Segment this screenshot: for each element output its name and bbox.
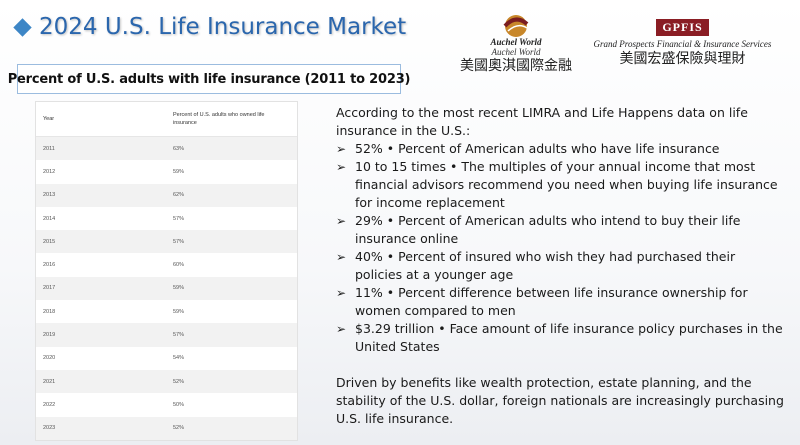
year-cell: 2015	[43, 238, 56, 245]
percent-cell: 57%	[173, 215, 185, 222]
fact-text: $3.29 trillion • Face amount of life ins…	[355, 321, 783, 354]
arrow-bullet-icon: ➢	[336, 286, 347, 300]
year-cell: 2019	[43, 332, 56, 339]
fact-item: ➢ 40% • Percent of insured who wish they …	[336, 248, 786, 284]
table-header: Year Percent of U.S. adults who owned li…	[36, 102, 297, 137]
facts-content: According to the most recent LIMRA and L…	[336, 104, 786, 441]
closing-paragraph: Driven by benefits like wealth protectio…	[336, 375, 784, 426]
fact-item: ➢ 11% • Percent difference between life i…	[336, 284, 786, 320]
facts-list: ➢ 52% • Percent of American adults who ha…	[336, 140, 786, 356]
gpfis-logo: GPFIS Grand Prospects Financial & Insura…	[590, 18, 775, 76]
table-row: 2011 63%	[36, 137, 297, 161]
fact-text: 52% • Percent of American adults who hav…	[355, 141, 720, 156]
percent-cell: 62%	[173, 192, 185, 199]
fact-text: 29% • Percent of American adults who int…	[355, 213, 741, 246]
table-row: 2020 54%	[36, 347, 297, 370]
header-year: Year	[43, 116, 55, 122]
table-body: 2011 63% 2012 59% 2013 62% 2014 57% 2015 57% 2016 6…	[36, 137, 297, 440]
header-percent: Percent of U.S. adults who owned life in…	[173, 112, 265, 126]
fact-text: 10 to 15 times • The multiples of your a…	[355, 159, 778, 210]
percent-cell: 59%	[173, 308, 185, 315]
percent-cell: 59%	[173, 285, 185, 292]
year-cell: 2012	[43, 168, 56, 175]
fact-item: ➢ 10 to 15 times • The multiples of your …	[336, 158, 786, 212]
table-caption-box: Percent of U.S. adults with life insuran…	[8, 64, 410, 94]
year-cell: 2021	[43, 378, 56, 385]
fact-item: ➢ 52% • Percent of American adults who ha…	[336, 140, 786, 158]
percent-cell: 54%	[173, 355, 185, 362]
table-row: 2015 57%	[36, 230, 297, 254]
year-cell: 2023	[43, 425, 56, 432]
fact-text: 40% • Percent of insured who wish they h…	[355, 249, 736, 282]
table-row: 2019 57%	[36, 323, 297, 347]
table-row: 2014 57%	[36, 207, 297, 230]
life-insurance-table: Year Percent of U.S. adults who owned li…	[35, 101, 298, 441]
percent-cell: 57%	[173, 238, 185, 245]
percent-cell: 50%	[173, 401, 185, 408]
year-cell: 2011	[43, 145, 55, 152]
auchel-world-logo: Auchel World Auchel World 美國奧淇國際金融	[452, 12, 580, 76]
table-row: 2023 52%	[36, 416, 297, 440]
percent-cell: 57%	[173, 332, 185, 339]
table-row: 2017 59%	[36, 276, 297, 301]
auchel-chinese-name: 美國奧淇國際金融	[460, 58, 572, 74]
gpfis-abbr: GPFIS	[656, 19, 709, 36]
slide-title: 2024 U.S. Life Insurance Market	[10, 14, 406, 40]
percent-cell: 63%	[173, 145, 185, 152]
gpfis-chinese-name: 美國宏盛保險與理財	[619, 51, 746, 67]
table-row: 2018 59%	[36, 300, 297, 323]
table-caption: Percent of U.S. adults with life insuran…	[7, 71, 411, 87]
diamond-bullet-icon	[13, 17, 32, 37]
year-cell: 2013	[43, 192, 56, 199]
table-row: 2021 52%	[36, 369, 297, 394]
year-cell: 2016	[43, 262, 56, 269]
year-cell: 2022	[43, 401, 56, 408]
arrow-bullet-icon: ➢	[336, 250, 347, 264]
arrow-bullet-icon: ➢	[336, 322, 347, 336]
year-cell: 2018	[43, 308, 56, 315]
arrow-bullet-icon: ➢	[336, 142, 347, 156]
year-cell: 2017	[43, 285, 56, 292]
percent-cell: 52%	[173, 378, 185, 385]
percent-cell: 59%	[173, 168, 185, 175]
gpfis-english-name: Grand Prospects Financial & Insurance Se…	[593, 39, 772, 49]
arrow-bullet-icon: ➢	[336, 214, 347, 228]
arrow-bullet-icon: ➢	[336, 160, 347, 174]
auchel-globe-icon	[503, 15, 529, 37]
fact-text: 11% • Percent difference between life in…	[355, 285, 748, 318]
table-row: 2012 59%	[36, 160, 297, 183]
table-row: 2022 50%	[36, 393, 297, 416]
auchel-name-bold: Auchel World	[490, 37, 542, 47]
fact-item: ➢ $3.29 trillion • Face amount of life in…	[336, 320, 786, 356]
auchel-name-italic: Auchel World	[491, 47, 541, 57]
year-cell: 2020	[43, 355, 56, 362]
intro-paragraph: According to the most recent LIMRA and L…	[336, 105, 748, 138]
table-row: 2013 62%	[36, 183, 297, 207]
percent-cell: 52%	[173, 425, 185, 432]
percent-cell: 60%	[173, 262, 185, 269]
title-text: 2024 U.S. Life Insurance Market	[39, 14, 407, 40]
table-row: 2016 60%	[36, 253, 297, 276]
fact-item: ➢ 29% • Percent of American adults who in…	[336, 212, 786, 248]
year-cell: 2014	[43, 215, 56, 222]
